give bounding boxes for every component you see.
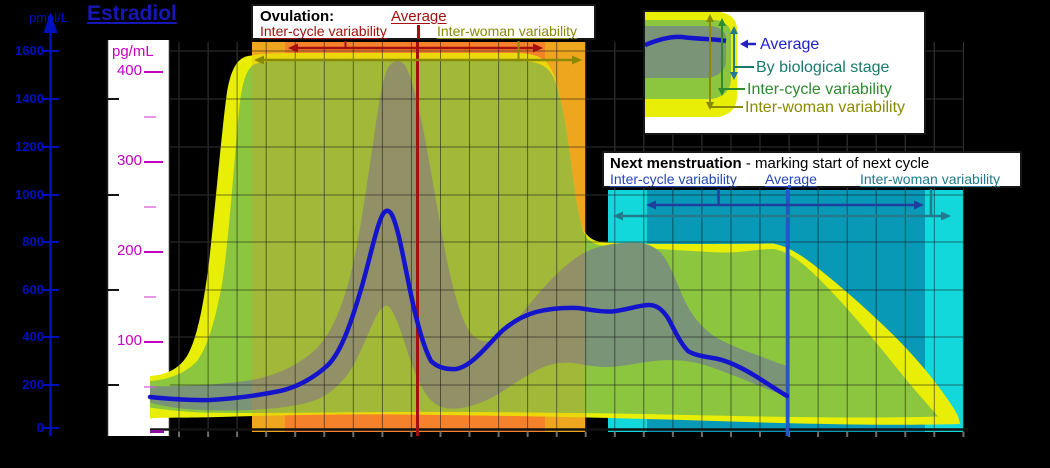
pmol-tick-0: 0 xyxy=(36,420,44,435)
next-heading-rest: - marking start of next cycle xyxy=(741,155,930,172)
pgml-tick-200: 200 xyxy=(116,242,142,259)
next-interwoman-label[interactable]: Inter-woman variability xyxy=(860,171,1001,187)
ovulation-heading: Ovulation: xyxy=(260,8,335,25)
pmol-tick-200: 200 xyxy=(22,377,44,392)
nextmenses-interwoman-arrow xyxy=(613,189,951,221)
pgml-tick-100: 100 xyxy=(116,332,142,349)
legend-intercycle-label: Inter-cycle variability xyxy=(747,81,892,98)
ovulation-box: Ovulation: Average Inter-cycle variabili… xyxy=(251,4,596,40)
pgml-tick-300: 300 xyxy=(116,152,142,169)
pmol-axis-arrow-icon xyxy=(43,12,58,33)
next-heading: Next menstruation xyxy=(610,155,742,172)
pmol-tick-1200: 1200 xyxy=(15,139,44,154)
legend-average-line xyxy=(645,34,727,48)
biological-stage-band xyxy=(150,60,787,411)
next-average-label[interactable]: Average xyxy=(765,171,817,187)
pgml-tick-400: 400 xyxy=(116,62,142,79)
legend-stage-label: By biological stage xyxy=(756,59,890,76)
legend-interwoman-label: Inter-woman variability xyxy=(745,99,906,116)
pgml-axis-strip xyxy=(107,40,170,436)
legend-stage-varrow xyxy=(730,26,738,80)
page-title[interactable]: Estradiol xyxy=(87,2,177,25)
strip-grid-dashes xyxy=(107,98,119,386)
legend-average-arrow-icon xyxy=(740,39,756,49)
ovulation-intercycle-label[interactable]: Inter-cycle variability xyxy=(260,23,387,39)
pmol-unit-label: pmol/L xyxy=(29,10,69,25)
pgml-unit-label: pg/mL xyxy=(112,43,154,60)
pmol-tick-1000: 1000 xyxy=(15,187,44,202)
ovulation-average-label[interactable]: Average xyxy=(391,8,447,25)
pmol-tick-400: 400 xyxy=(22,329,44,344)
pmol-tick-1400: 1400 xyxy=(15,91,44,106)
ovulation-interwoman-label[interactable]: Inter-woman variability xyxy=(437,23,578,39)
pmol-axis xyxy=(42,12,59,436)
pmol-tick-800: 800 xyxy=(22,234,44,249)
nextmenses-intercycle-arrow xyxy=(646,189,924,210)
next-average-line-stub xyxy=(788,185,791,188)
legend-box: Average By biological stage Inter-cycle … xyxy=(643,10,926,135)
x-axis-ticks xyxy=(178,431,965,437)
legend-sample xyxy=(645,12,756,117)
ovulation-interwoman-arrow xyxy=(254,41,582,65)
legend-average-label: Average xyxy=(760,36,820,53)
ovulation-intercycle-arrow xyxy=(288,41,543,53)
average-curve xyxy=(147,208,790,403)
next-heading-line: Next menstruation - marking start of nex… xyxy=(610,156,929,172)
ovulation-average-line-stub xyxy=(417,25,420,39)
next-menstruation-box: Next menstruation - marking start of nex… xyxy=(602,151,1022,188)
pmol-tick-600: 600 xyxy=(22,282,44,297)
pgml-axis-ticks xyxy=(144,71,163,388)
next-intercycle-label[interactable]: Inter-cycle variability xyxy=(610,171,737,187)
legend-stage-band xyxy=(645,26,726,78)
pmol-tick-1600: 1600 xyxy=(15,43,44,58)
